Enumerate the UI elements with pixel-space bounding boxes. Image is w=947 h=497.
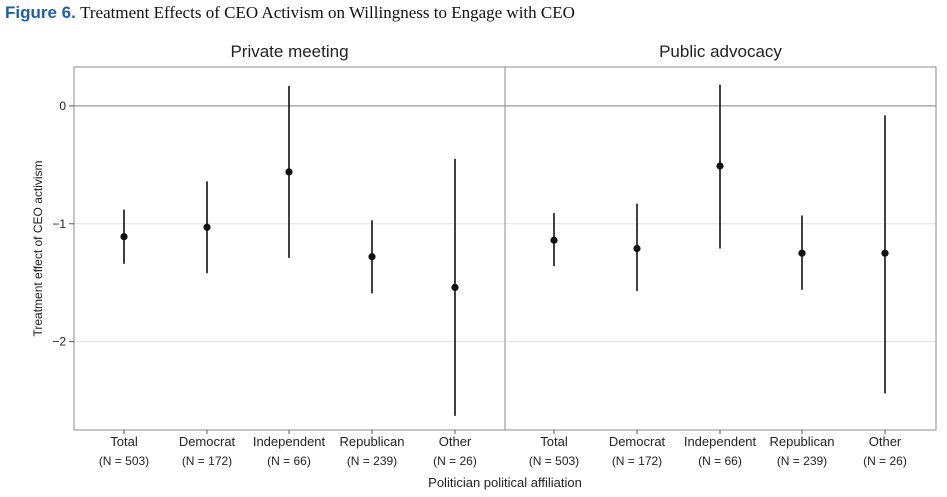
x-tick-label: Republican — [769, 434, 834, 449]
point-estimate — [203, 223, 211, 231]
x-tick-n-label: (N = 26) — [433, 454, 477, 468]
x-tick-label: Democrat — [179, 434, 236, 449]
x-tick-n-label: (N = 26) — [863, 454, 907, 468]
x-tick-label: Independent — [684, 434, 757, 449]
x-tick-n-label: (N = 503) — [529, 454, 579, 468]
y-tick-label: −2 — [52, 335, 66, 349]
y-axis-label: Treatment effect of CEO activism — [31, 160, 45, 336]
x-tick-n-label: (N = 172) — [612, 454, 662, 468]
point-estimate — [716, 162, 724, 170]
point-estimate — [881, 249, 889, 257]
x-tick-label: Other — [869, 434, 902, 449]
x-tick-n-label: (N = 172) — [182, 454, 232, 468]
x-tick-label: Independent — [253, 434, 326, 449]
point-estimate — [633, 244, 641, 253]
x-tick-n-label: (N = 66) — [267, 454, 311, 468]
panel-title: Public advocacy — [659, 42, 782, 61]
y-tick-label: −1 — [52, 217, 66, 231]
panel-title: Private meeting — [230, 42, 348, 61]
figure-label: Figure 6. — [5, 3, 76, 22]
point-estimate — [451, 283, 459, 291]
x-tick-n-label: (N = 66) — [698, 454, 742, 468]
x-tick-n-label: (N = 239) — [347, 454, 397, 468]
x-tick-label: Democrat — [609, 434, 666, 449]
point-estimate — [120, 233, 128, 241]
x-tick-label: Total — [110, 434, 138, 449]
point-estimate — [285, 168, 293, 176]
x-tick-n-label: (N = 503) — [99, 454, 149, 468]
x-tick-n-label: (N = 239) — [777, 454, 827, 468]
x-tick-label: Total — [540, 434, 568, 449]
figure-caption: Figure 6. Treatment Effects of CEO Activ… — [5, 3, 575, 23]
point-estimate — [550, 236, 558, 244]
point-estimate — [798, 249, 806, 257]
y-tick-label: 0 — [59, 99, 66, 113]
point-estimate — [368, 253, 376, 261]
x-tick-label: Other — [439, 434, 472, 449]
figure-title: Treatment Effects of CEO Activism on Wil… — [80, 3, 575, 22]
x-axis-label: Politician political affiliation — [428, 475, 582, 490]
x-tick-label: Republican — [339, 434, 404, 449]
